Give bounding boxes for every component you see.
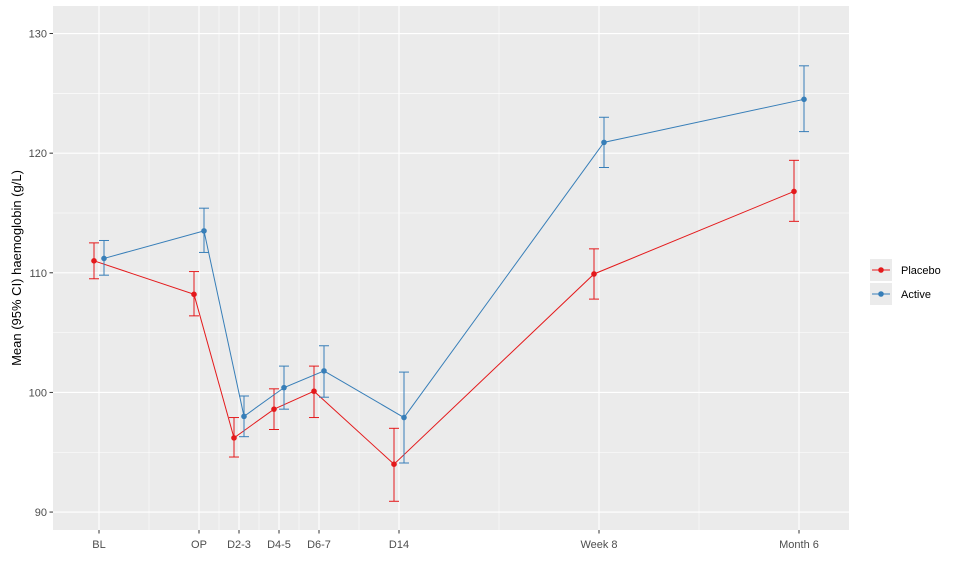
data-point-active <box>321 368 327 374</box>
data-point-placebo <box>271 406 277 412</box>
series-active <box>99 65 809 464</box>
legend-label-active: Active <box>901 289 931 301</box>
x-tick-label: D2-3 <box>227 539 251 551</box>
x-tick-label: OP <box>191 539 207 551</box>
data-point-active <box>241 413 247 420</box>
y-axis: 90 100 110 120 130 <box>29 29 53 519</box>
data-point-placebo <box>231 435 237 441</box>
x-tick-label: D14 <box>389 539 409 551</box>
x-tick-label: Week 8 <box>580 539 617 551</box>
data-point-placebo <box>311 388 317 395</box>
data-point-placebo <box>391 461 397 468</box>
y-tick-label: 100 <box>29 387 47 399</box>
data-point-active <box>281 384 287 391</box>
plot-panel <box>53 6 849 530</box>
series-line-placebo <box>93 190 795 465</box>
legend-key-point-active <box>878 291 884 297</box>
data-point-active <box>101 255 107 262</box>
y-tick-label: 130 <box>29 29 47 41</box>
series-layer <box>89 65 809 502</box>
y-axis-title: Mean (95% CI) haemoglobin (g/L) <box>9 170 24 366</box>
y-tick-label: 110 <box>29 268 47 280</box>
data-point-placebo <box>91 258 97 264</box>
x-tick-label: Month 6 <box>779 539 819 551</box>
legend: Placebo Active <box>870 259 941 305</box>
y-tick-label: 90 <box>35 507 47 519</box>
y-tick-label: 120 <box>29 148 47 160</box>
data-point-active <box>801 96 807 103</box>
legend-label-placebo: Placebo <box>901 265 941 277</box>
x-axis: BL OP D2-3 D4-5 D6-7 D14 Week 8 Month 6 <box>92 530 819 551</box>
x-tick-label: BL <box>92 539 105 551</box>
x-tick-label: D4-5 <box>267 539 291 551</box>
series-placebo <box>89 159 799 502</box>
data-point-active <box>401 414 407 421</box>
grid <box>53 6 849 530</box>
data-point-placebo <box>591 271 597 277</box>
series-line-active <box>103 98 805 419</box>
data-point-active <box>201 228 207 234</box>
x-tick-label: D6-7 <box>307 539 331 551</box>
legend-key-point-placebo <box>878 267 884 273</box>
data-point-active <box>601 139 607 146</box>
data-point-placebo <box>191 291 197 298</box>
data-point-placebo <box>791 188 797 195</box>
